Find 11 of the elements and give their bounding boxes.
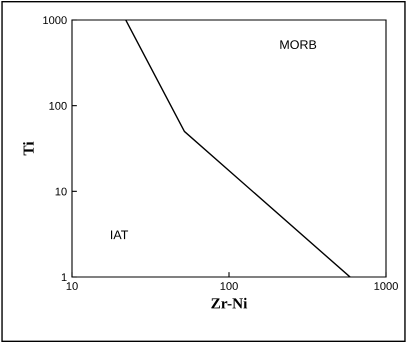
x-tick-label: 10	[66, 282, 78, 290]
y-tick-label: 1	[62, 273, 67, 282]
y-axis-title: Ti	[23, 142, 34, 156]
x-tick-label: 1000	[374, 282, 398, 290]
x-tick-label: 100	[220, 282, 238, 290]
x-axis-title: Zr-Ni	[211, 298, 248, 308]
y-tick-label: 100	[49, 102, 67, 110]
annotation: MORB	[280, 40, 316, 50]
y-tick-label: 1000	[43, 16, 67, 24]
y-tick-label: 10	[56, 188, 67, 196]
annotation: IAT	[110, 230, 128, 240]
